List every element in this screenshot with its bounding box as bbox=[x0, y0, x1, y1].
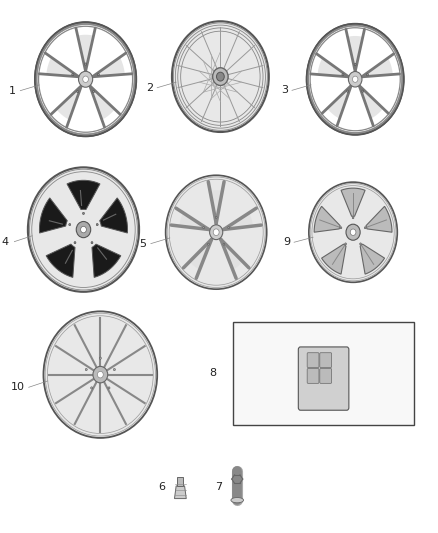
Polygon shape bbox=[318, 58, 346, 76]
Ellipse shape bbox=[352, 217, 354, 219]
Polygon shape bbox=[179, 213, 207, 229]
Ellipse shape bbox=[92, 91, 95, 93]
Ellipse shape bbox=[342, 74, 344, 76]
Ellipse shape bbox=[76, 222, 91, 238]
Polygon shape bbox=[347, 36, 363, 68]
Ellipse shape bbox=[93, 366, 108, 383]
Ellipse shape bbox=[203, 227, 205, 229]
Ellipse shape bbox=[69, 223, 71, 225]
Polygon shape bbox=[78, 35, 94, 67]
Ellipse shape bbox=[83, 76, 88, 83]
Polygon shape bbox=[210, 190, 223, 221]
FancyBboxPatch shape bbox=[307, 353, 319, 368]
Polygon shape bbox=[314, 206, 340, 232]
Ellipse shape bbox=[37, 25, 134, 134]
Ellipse shape bbox=[77, 91, 79, 93]
Ellipse shape bbox=[360, 243, 361, 245]
Ellipse shape bbox=[85, 63, 87, 65]
Polygon shape bbox=[174, 486, 186, 498]
Ellipse shape bbox=[346, 90, 349, 92]
Ellipse shape bbox=[74, 241, 76, 244]
Ellipse shape bbox=[354, 63, 356, 66]
Ellipse shape bbox=[213, 229, 219, 236]
Ellipse shape bbox=[166, 175, 267, 289]
Polygon shape bbox=[92, 89, 115, 120]
Ellipse shape bbox=[97, 74, 99, 76]
Polygon shape bbox=[321, 244, 346, 274]
Polygon shape bbox=[366, 206, 392, 232]
Ellipse shape bbox=[91, 387, 92, 389]
Ellipse shape bbox=[353, 76, 358, 83]
Ellipse shape bbox=[35, 22, 136, 136]
Ellipse shape bbox=[350, 229, 356, 236]
Ellipse shape bbox=[108, 387, 110, 389]
Polygon shape bbox=[365, 58, 393, 76]
Polygon shape bbox=[95, 57, 125, 76]
Text: 5: 5 bbox=[140, 239, 147, 248]
Text: 1: 1 bbox=[9, 86, 16, 95]
Ellipse shape bbox=[223, 243, 225, 245]
Ellipse shape bbox=[364, 227, 366, 229]
Ellipse shape bbox=[99, 357, 101, 359]
Ellipse shape bbox=[345, 243, 346, 245]
Ellipse shape bbox=[307, 24, 404, 135]
Ellipse shape bbox=[81, 227, 86, 233]
Ellipse shape bbox=[82, 212, 85, 214]
Polygon shape bbox=[56, 89, 79, 120]
Polygon shape bbox=[46, 57, 75, 76]
Polygon shape bbox=[46, 244, 75, 277]
Text: 7: 7 bbox=[215, 482, 223, 492]
Polygon shape bbox=[39, 198, 67, 233]
Ellipse shape bbox=[231, 497, 244, 503]
Ellipse shape bbox=[78, 71, 93, 87]
FancyBboxPatch shape bbox=[320, 353, 332, 368]
FancyBboxPatch shape bbox=[233, 322, 414, 425]
FancyBboxPatch shape bbox=[307, 368, 319, 383]
Ellipse shape bbox=[309, 26, 402, 132]
Text: 10: 10 bbox=[11, 382, 25, 392]
Ellipse shape bbox=[91, 241, 93, 244]
Ellipse shape bbox=[228, 227, 230, 229]
Ellipse shape bbox=[346, 224, 360, 240]
Ellipse shape bbox=[28, 167, 139, 292]
Ellipse shape bbox=[97, 372, 103, 378]
Polygon shape bbox=[189, 241, 210, 270]
Polygon shape bbox=[100, 198, 127, 233]
Text: 4: 4 bbox=[2, 237, 9, 247]
Polygon shape bbox=[327, 88, 349, 119]
Text: 2: 2 bbox=[146, 83, 153, 93]
Ellipse shape bbox=[210, 225, 223, 240]
Polygon shape bbox=[222, 241, 243, 270]
Text: 3: 3 bbox=[281, 85, 288, 95]
Polygon shape bbox=[361, 88, 383, 119]
Polygon shape bbox=[360, 244, 385, 274]
Text: 9: 9 bbox=[283, 237, 290, 247]
Ellipse shape bbox=[208, 243, 209, 245]
Ellipse shape bbox=[43, 311, 157, 438]
Polygon shape bbox=[226, 213, 253, 229]
Ellipse shape bbox=[309, 182, 397, 282]
Ellipse shape bbox=[85, 368, 87, 370]
Polygon shape bbox=[67, 180, 100, 209]
Ellipse shape bbox=[216, 72, 224, 81]
Ellipse shape bbox=[367, 74, 368, 76]
Ellipse shape bbox=[362, 90, 364, 92]
Text: 6: 6 bbox=[159, 482, 166, 492]
Ellipse shape bbox=[212, 68, 228, 85]
Ellipse shape bbox=[96, 223, 98, 225]
Polygon shape bbox=[341, 188, 365, 216]
Ellipse shape bbox=[340, 227, 342, 229]
FancyBboxPatch shape bbox=[320, 368, 332, 383]
Ellipse shape bbox=[113, 368, 115, 370]
Polygon shape bbox=[177, 478, 184, 486]
Ellipse shape bbox=[215, 216, 217, 219]
Ellipse shape bbox=[172, 21, 269, 132]
Text: 8: 8 bbox=[209, 368, 216, 378]
FancyBboxPatch shape bbox=[298, 347, 349, 410]
Polygon shape bbox=[92, 244, 121, 277]
Ellipse shape bbox=[72, 74, 74, 76]
Ellipse shape bbox=[348, 71, 362, 87]
